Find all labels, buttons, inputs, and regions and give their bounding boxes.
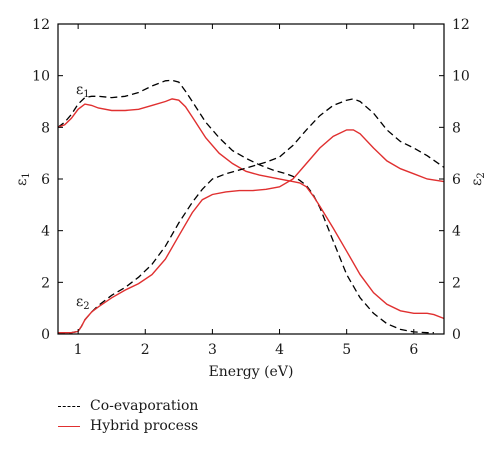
y-axis-label-left: ε1: [14, 172, 32, 186]
x-tick-label: 3: [208, 342, 217, 358]
axis-ticks: [58, 23, 444, 335]
x-tick-label: 2: [141, 342, 150, 358]
y-tick-label-right: 10: [452, 69, 470, 85]
x-tick-label: 6: [409, 342, 418, 358]
legend-label: Hybrid process: [90, 418, 199, 434]
y-tick-label-left: 4: [41, 224, 50, 240]
legend-swatch-dashed: [58, 406, 80, 407]
y-tick-label-left: 8: [41, 120, 50, 136]
y-tick-label-right: 8: [452, 120, 461, 136]
curve-label-eps1-symbol: ε: [76, 82, 83, 98]
x-tick-label: 4: [275, 342, 284, 358]
y-tick-label-left: 6: [41, 172, 50, 188]
y-tick-label-right: 0: [452, 327, 461, 343]
y-tick-label-left: 0: [41, 327, 50, 343]
y-tick-label-left: 10: [32, 69, 50, 85]
y-axis-right-symbol: ε: [469, 179, 485, 186]
series-line-eps2-hybrid-process: [58, 129, 445, 334]
curve-label-eps2-subscript: 2: [83, 301, 89, 312]
y-axis-right-subscript: 2: [476, 172, 487, 178]
legend: Co-evaporation Hybrid process: [58, 398, 358, 438]
curve-label-eps2: ε2: [76, 294, 90, 312]
y-axis-label-right: ε2: [469, 172, 487, 186]
y-tick-label-right: 12: [452, 17, 470, 33]
y-tick-label-right: 6: [452, 172, 461, 188]
plot-area: [57, 79, 445, 334]
y-tick-label-right: 4: [452, 224, 461, 240]
series-line-eps2-co-evaporation: [58, 98, 445, 334]
curve-label-eps1-subscript: 1: [83, 89, 89, 100]
curve-label-eps1: ε1: [76, 82, 90, 100]
curve-label-eps2-symbol: ε: [76, 294, 83, 310]
x-tick-label: 5: [342, 342, 351, 358]
legend-item-hybrid-process: Hybrid process: [58, 418, 358, 436]
plot-frame: [57, 23, 445, 335]
y-tick-label-left: 2: [41, 275, 50, 291]
x-axis-label: Energy (eV): [209, 364, 294, 380]
series-line-eps1-hybrid-process: [57, 98, 445, 320]
legend-swatch-solid: [58, 426, 80, 427]
y-axis-left-subscript: 1: [21, 172, 32, 178]
y-tick-label-left: 12: [32, 17, 50, 33]
y-axis-left-symbol: ε: [14, 179, 30, 186]
y-tick-label-right: 2: [452, 275, 461, 291]
legend-label: Co-evaporation: [90, 398, 199, 414]
x-tick-label: 1: [74, 342, 83, 358]
legend-item-co-evaporation: Co-evaporation: [58, 398, 358, 416]
series-line-eps1-co-evaporation: [57, 79, 434, 334]
